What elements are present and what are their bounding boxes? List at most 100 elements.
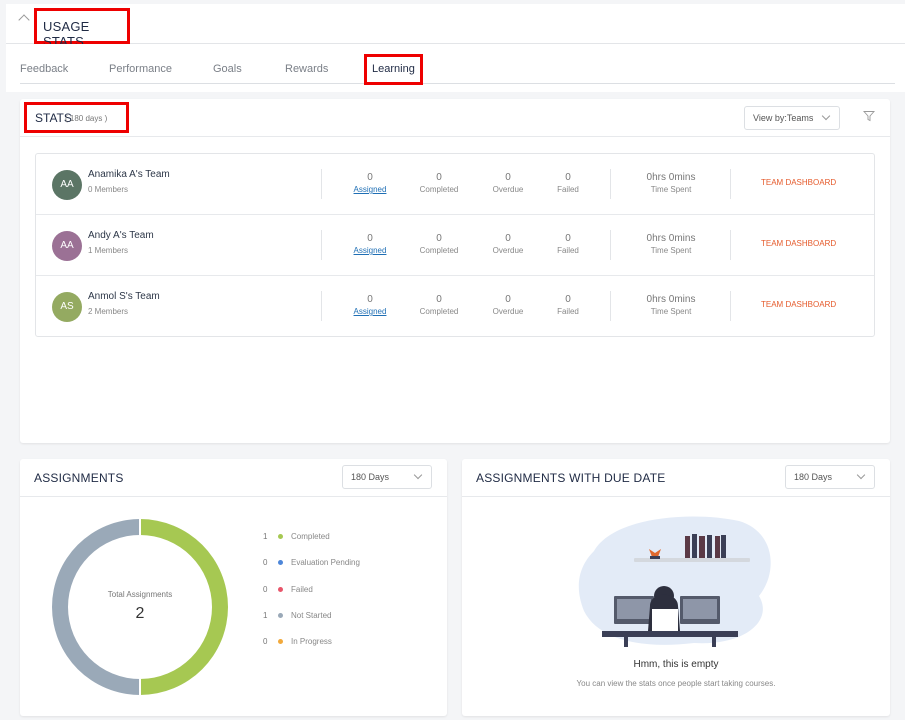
legend-item-failed: 0 Failed [263,585,313,594]
due-card-header: ASSIGNMENTS WITH DUE DATE 180 Days [462,459,890,497]
stat-completed: 0 Completed [412,233,466,255]
team-name[interactable]: Anamika A's Team [88,169,170,180]
team-members: 0 Members [88,185,129,194]
legend-label: Evaluation Pending [291,558,360,567]
stat-value: 0 [505,294,511,305]
stat-assigned[interactable]: 0 Assigned [346,233,394,255]
collapse-chevron-icon[interactable] [18,14,30,26]
divider [610,291,611,321]
team-row: AS Anmol S's Team 2 Members 0 Assigned 0… [36,276,874,337]
tab-learning[interactable]: Learning [364,54,423,85]
divider [730,230,731,260]
stat-label: Assigned [353,185,387,194]
stat-label: Time Spent [650,246,692,255]
donut-segment-not-started [52,519,140,695]
team-name[interactable]: Anmol S's Team [88,291,160,302]
stat-failed: 0 Failed [550,294,586,316]
legend-count: 1 [263,532,268,541]
legend-item-not-started: 1 Not Started [263,611,331,620]
stat-label: Assigned [353,246,387,255]
divider [730,291,731,321]
empty-state-title: Hmm, this is empty [633,659,719,670]
stat-completed: 0 Completed [412,172,466,194]
team-members: 1 Members [88,246,129,255]
divider [610,169,611,199]
divider [610,230,611,260]
team-dashboard-link[interactable]: TEAM DASHBOARD [761,178,837,187]
assignments-period-dropdown[interactable]: 180 Days [342,465,432,489]
tab-feedback[interactable]: Feedback [20,63,69,75]
stat-value: 0hrs 0mins [646,294,696,305]
legend-label: Not Started [291,611,332,620]
stats-title-highlight: STATS ( 180 days ) [24,102,129,133]
stat-value: 0hrs 0mins [646,172,696,183]
view-by-value: View by:Teams [753,113,814,123]
stat-overdue: 0 Overdue [486,233,530,255]
tab-goals[interactable]: Goals [213,63,242,75]
avatar: AS [52,292,82,322]
stat-label: Failed [557,307,579,316]
donut-center-value: 2 [135,605,145,622]
stats-period: ( 180 days ) [65,114,108,123]
donut-center-label: Total Assignments [107,590,173,599]
chevron-down-icon [856,470,866,480]
stat-label: Overdue [492,185,524,194]
assignments-donut-chart [52,519,228,695]
stat-label: Failed [557,185,579,194]
stat-assigned[interactable]: 0 Assigned [346,294,394,316]
stat-value: 0 [436,172,442,183]
team-dashboard-link[interactable]: TEAM DASHBOARD [761,239,837,248]
filter-icon[interactable] [863,110,875,122]
stat-label: Failed [557,246,579,255]
due-period-dropdown[interactable]: 180 Days [785,465,875,489]
stat-completed: 0 Completed [412,294,466,316]
usage-stats-title: USAGE STATS [34,8,130,49]
team-dashboard-link[interactable]: TEAM DASHBOARD [761,300,837,309]
stat-value: 0 [565,294,571,305]
team-row: AA Anamika A's Team 0 Members 0 Assigned… [36,154,874,215]
stat-value: 0 [505,233,511,244]
stat-value: 0 [436,233,442,244]
assignments-title: ASSIGNMENTS [34,471,124,485]
stat-label: Assigned [353,307,387,316]
stat-assigned[interactable]: 0 Assigned [346,172,394,194]
view-by-dropdown[interactable]: View by:Teams [744,106,840,130]
due-title: ASSIGNMENTS WITH DUE DATE [476,471,666,485]
divider [730,169,731,199]
stat-value: 0 [436,294,442,305]
tab-performance[interactable]: Performance [109,63,172,75]
stat-time-spent: 0hrs 0mins Time Spent [636,233,706,255]
stat-value: 0 [367,233,373,244]
empty-state-subtitle: You can view the stats once people start… [576,679,776,688]
legend-count: 0 [263,637,268,646]
chevron-down-icon [821,111,831,121]
assignments-card-header: ASSIGNMENTS 180 Days [20,459,447,497]
stat-value: 0 [367,294,373,305]
legend-count: 0 [263,585,268,594]
stat-value: 0 [565,233,571,244]
stat-label: Time Spent [650,185,692,194]
usage-stats-header: USAGE STATS [6,4,905,49]
team-name[interactable]: Andy A's Team [88,230,154,241]
legend-item-completed: 1 Completed [263,532,330,541]
assignments-card: ASSIGNMENTS 180 Days Total Assignments 2… [20,459,447,716]
stats-card: STATS ( 180 days ) View by:Teams AA Anam… [20,99,890,443]
legend-dot [278,639,283,645]
stats-title: STATS [35,111,72,125]
team-row: AA Andy A's Team 1 Members 0 Assigned 0 … [36,215,874,276]
stat-time-spent: 0hrs 0mins Time Spent [636,172,706,194]
stat-label: Completed [419,307,459,316]
teams-list: AA Anamika A's Team 0 Members 0 Assigned… [35,153,875,337]
chevron-down-icon [413,470,423,480]
stat-label: Time Spent [650,307,692,316]
stat-value: 0 [505,172,511,183]
assignments-due-card: ASSIGNMENTS WITH DUE DATE 180 Days Hmm, … [462,459,890,716]
legend-count: 1 [263,611,268,620]
legend-label: In Progress [291,637,332,646]
tab-rewards[interactable]: Rewards [285,63,329,75]
divider [321,291,322,321]
legend-dot [278,587,283,593]
stat-label: Overdue [492,307,524,316]
stat-failed: 0 Failed [550,233,586,255]
legend-dot [278,613,283,619]
